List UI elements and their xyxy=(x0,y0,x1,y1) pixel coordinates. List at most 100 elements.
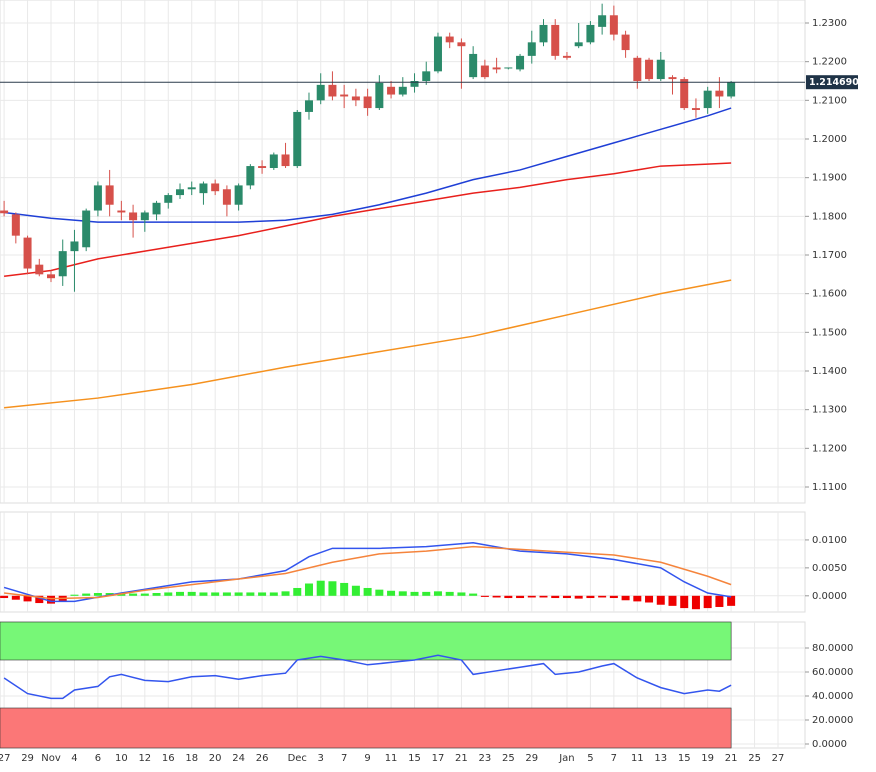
histogram-bar xyxy=(680,595,689,609)
overbought-zone xyxy=(0,621,732,661)
candle-body xyxy=(703,90,712,109)
y-tick-label: 1.1500 xyxy=(812,327,847,338)
x-tick-label: 21 xyxy=(455,753,468,764)
histogram-bar xyxy=(340,582,349,596)
x-tick-label: 19 xyxy=(701,753,714,764)
candle-body xyxy=(152,202,161,215)
candle-body xyxy=(47,274,56,279)
candle-body xyxy=(304,100,313,112)
x-tick-label: 11 xyxy=(631,753,644,764)
candle-body xyxy=(199,183,208,194)
y-tick-label: 1.2100 xyxy=(812,95,847,106)
histogram-bar xyxy=(328,581,337,596)
candle-body xyxy=(351,96,360,101)
histogram-bar xyxy=(175,591,184,596)
x-tick-label: 25 xyxy=(748,753,761,764)
candle-body xyxy=(480,65,489,78)
candle-body xyxy=(410,81,419,87)
candle-body xyxy=(609,15,618,35)
candle-body xyxy=(457,42,466,47)
candle-body xyxy=(281,154,290,167)
histogram-bar xyxy=(269,592,278,596)
histogram-bar xyxy=(140,593,149,596)
histogram-bar xyxy=(129,593,138,596)
candle-body xyxy=(246,166,255,186)
candle-body xyxy=(269,154,278,169)
histogram-bar xyxy=(586,595,595,599)
x-tick-label: 11 xyxy=(385,753,398,764)
y-tick-label: 40.0000 xyxy=(812,691,853,702)
histogram-bar xyxy=(304,583,313,596)
histogram-bar xyxy=(187,591,196,596)
histogram-bar xyxy=(598,595,607,598)
histogram-bar xyxy=(703,595,712,609)
candle-body xyxy=(375,82,384,109)
candle-body xyxy=(211,183,220,192)
y-tick-label: 60.0000 xyxy=(812,667,853,678)
candle-body xyxy=(129,212,138,221)
y-tick-label: 1.1200 xyxy=(812,443,847,454)
histogram-bar xyxy=(222,592,231,596)
histogram-bar xyxy=(0,595,9,599)
candle-body xyxy=(82,210,91,248)
histogram-bar xyxy=(293,587,302,596)
line-series xyxy=(3,541,732,603)
candle-body xyxy=(23,237,32,269)
candle-body xyxy=(422,71,431,82)
histogram-bar xyxy=(633,595,642,602)
candle-body xyxy=(668,77,677,80)
last-price-label: 1.214690 xyxy=(809,77,859,88)
candle-body xyxy=(691,108,700,111)
y-tick-label: 0.0000 xyxy=(812,739,847,750)
candle-body xyxy=(645,59,654,80)
candle-body xyxy=(293,111,302,167)
histogram-bar xyxy=(363,587,372,596)
x-tick-label: 7 xyxy=(341,753,347,764)
histogram-bar xyxy=(562,595,571,599)
y-tick-label: 0.0000 xyxy=(812,591,847,602)
x-tick-label: 18 xyxy=(185,753,198,764)
histogram-bar xyxy=(70,594,79,596)
candle-body xyxy=(656,59,665,80)
x-tick-label: 29 xyxy=(525,753,538,764)
x-tick-label: 12 xyxy=(138,753,151,764)
histogram-bar xyxy=(469,593,478,596)
histogram-bar xyxy=(645,595,654,603)
histogram-bar xyxy=(398,591,407,596)
line-series xyxy=(4,279,732,409)
candle-body xyxy=(398,86,407,95)
histogram-bar xyxy=(258,592,267,596)
x-tick-label: 13 xyxy=(654,753,667,764)
histogram-bar xyxy=(23,595,32,602)
x-tick-label: 23 xyxy=(479,753,492,764)
y-tick-label: 1.1400 xyxy=(812,366,847,377)
y-tick-label: 1.1900 xyxy=(812,173,847,184)
x-tick-label: 27 xyxy=(772,753,785,764)
x-tick-label: 16 xyxy=(162,753,175,764)
candle-body xyxy=(387,86,396,95)
y-tick-label: 20.0000 xyxy=(812,715,853,726)
candle-body xyxy=(340,94,349,97)
candle-body xyxy=(117,210,126,213)
x-tick-label: 24 xyxy=(232,753,245,764)
histogram-bar xyxy=(387,590,396,596)
candle-body xyxy=(58,251,67,277)
x-tick-label: 15 xyxy=(678,753,691,764)
candle-body xyxy=(222,189,231,205)
line-series xyxy=(4,107,732,223)
histogram-bar xyxy=(246,592,255,596)
x-tick-label: 7 xyxy=(611,753,617,764)
candle-body xyxy=(0,210,9,214)
candle-body xyxy=(187,187,196,190)
candle-body xyxy=(105,185,114,205)
candle-body xyxy=(70,241,79,252)
histogram-bar xyxy=(281,591,290,596)
candle-body xyxy=(328,84,337,97)
x-tick-label: 5 xyxy=(587,753,593,764)
y-tick-label: 0.0050 xyxy=(812,563,847,574)
histogram-bar xyxy=(316,580,325,596)
histogram-bar xyxy=(375,589,384,596)
histogram-bar xyxy=(551,595,560,599)
histogram-bar xyxy=(11,595,20,600)
